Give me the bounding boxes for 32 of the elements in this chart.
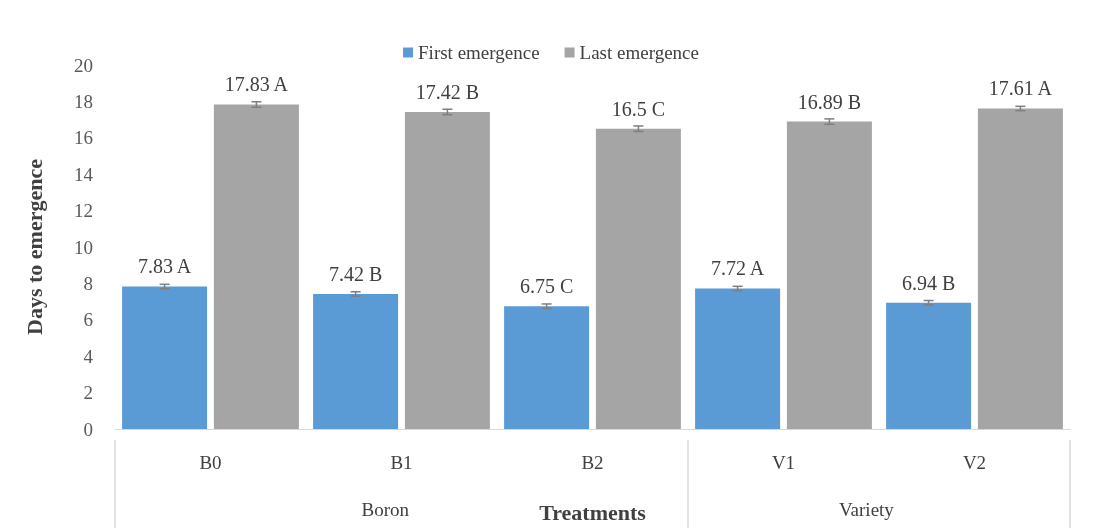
data-label: 17.61 A [988, 77, 1053, 100]
y-axis-title: Days to emergence [21, 158, 47, 335]
y-tick-label: 4 [83, 345, 94, 367]
data-label: 17.42 B [415, 80, 480, 103]
x-axis-title: Treatments [539, 499, 647, 525]
y-tick-label: 8 [83, 272, 93, 294]
y-tick-label: 6 [83, 309, 93, 331]
text: Boron [361, 499, 410, 520]
y-tick-label: 2 [83, 382, 93, 404]
y-tick-label: 16 [74, 127, 93, 149]
data-label: 6.94 B [901, 271, 956, 294]
legend-label: First emergence [418, 42, 540, 63]
x-tick-label: B2 [581, 452, 604, 473]
x-tick-label: V2 [962, 452, 987, 473]
data-label: 16.5 C [611, 97, 666, 120]
data-label: 6.75 C [519, 275, 574, 298]
x-tick-label: V1 [771, 452, 796, 473]
data-label: 7.42 B [328, 262, 383, 285]
y-tick-label: 10 [74, 236, 93, 258]
x-tick-label: B1 [390, 452, 413, 473]
data-label: 7.83 A [137, 255, 192, 278]
legend-label: Last emergence [579, 42, 699, 63]
y-tick-label: 14 [74, 163, 94, 185]
y-tick-label: 0 [83, 418, 93, 440]
y-tick-label: 18 [74, 90, 93, 112]
data-label: 17.83 A [224, 73, 289, 96]
x-tick-label: B0 [199, 452, 222, 473]
data-label: 16.89 B [797, 90, 862, 113]
data-label: 7.72 A [710, 257, 765, 280]
text: Variety [839, 499, 895, 520]
y-tick-label: 20 [74, 54, 93, 76]
y-tick-label: 12 [74, 200, 93, 222]
